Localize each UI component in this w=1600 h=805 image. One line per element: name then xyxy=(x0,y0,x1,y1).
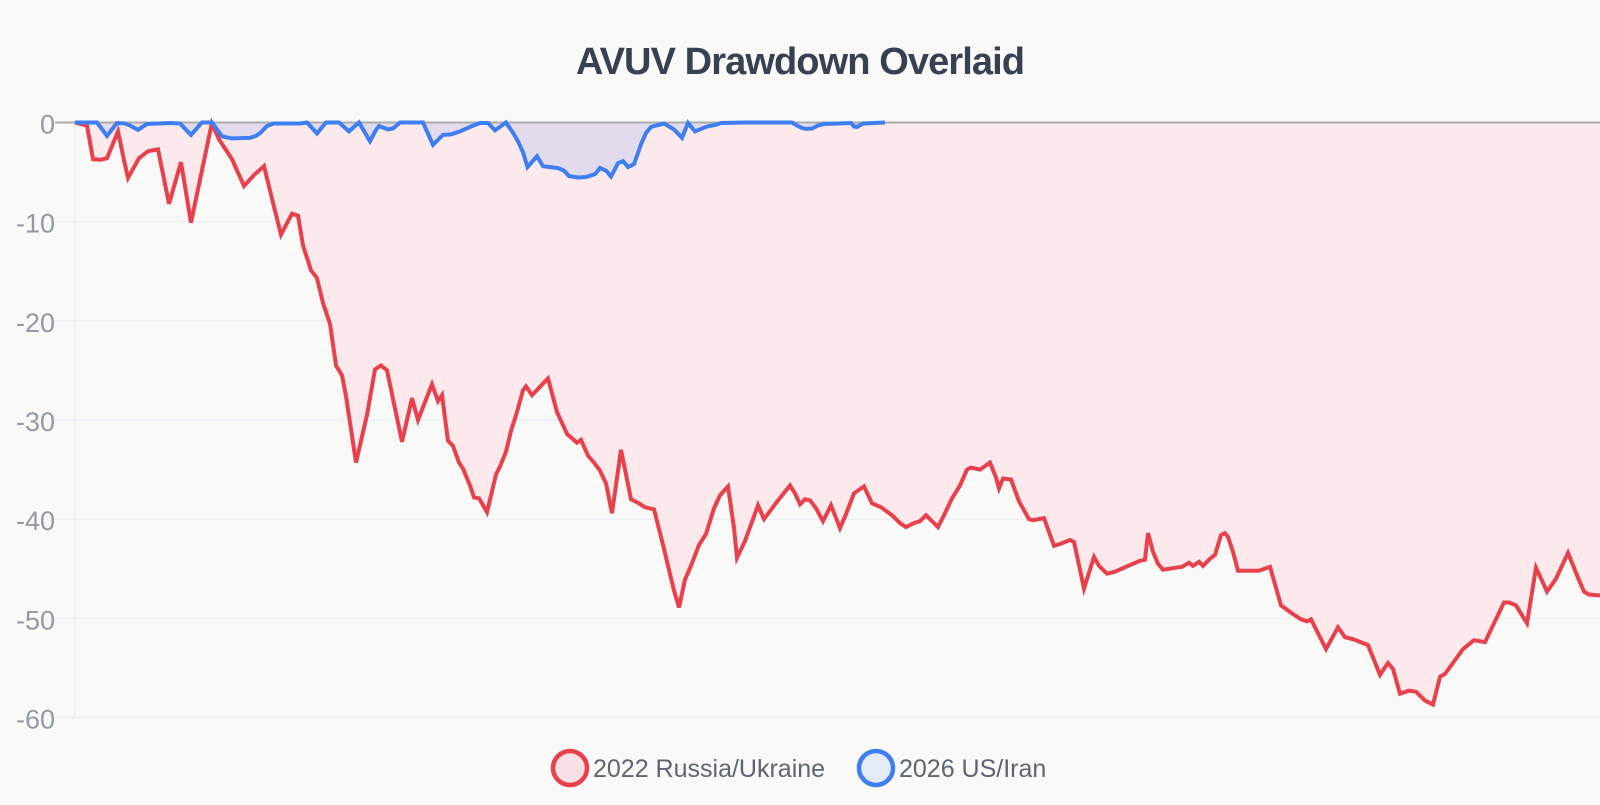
svg-text:0: 0 xyxy=(40,110,55,140)
svg-text:AVUV Drawdown Overlaid: AVUV Drawdown Overlaid xyxy=(576,41,1024,83)
svg-text:-20: -20 xyxy=(16,308,55,338)
svg-text:-60: -60 xyxy=(16,705,55,735)
svg-text:-30: -30 xyxy=(16,407,55,437)
svg-text:2022 Russia/Ukraine: 2022 Russia/Ukraine xyxy=(593,755,825,783)
svg-text:-50: -50 xyxy=(16,605,55,635)
svg-text:-40: -40 xyxy=(16,506,55,536)
svg-text:2026 US/Iran: 2026 US/Iran xyxy=(899,755,1046,783)
svg-text:-10: -10 xyxy=(16,209,55,239)
